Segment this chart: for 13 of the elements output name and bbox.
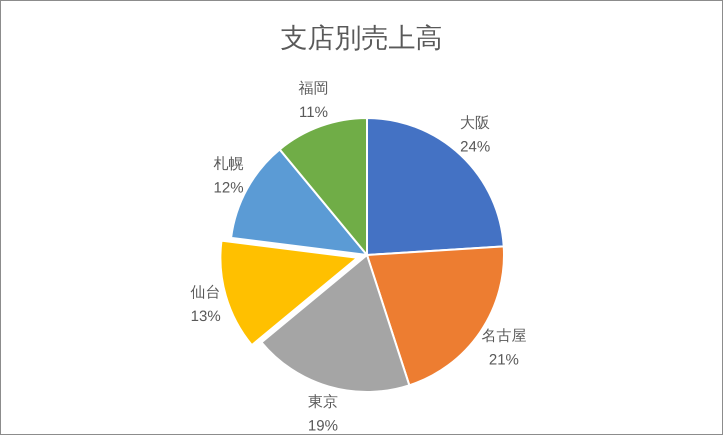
slice-label: 福岡 xyxy=(298,79,328,96)
slice-label: 札幌 xyxy=(214,155,244,172)
data-label: 11% xyxy=(299,103,328,120)
data-label: 13% xyxy=(190,307,221,324)
data-label: 12% xyxy=(214,179,244,196)
slice-label: 仙台 xyxy=(190,283,221,300)
slice-label: 名古屋 xyxy=(481,327,526,344)
data-label: 21% xyxy=(488,351,519,368)
data-label: 19% xyxy=(308,416,338,434)
slice-label: 東京 xyxy=(308,392,338,410)
slice-label: 大阪 xyxy=(460,114,490,132)
data-label: 24% xyxy=(460,138,490,156)
chart-title: 支店別売上高 xyxy=(280,23,442,53)
